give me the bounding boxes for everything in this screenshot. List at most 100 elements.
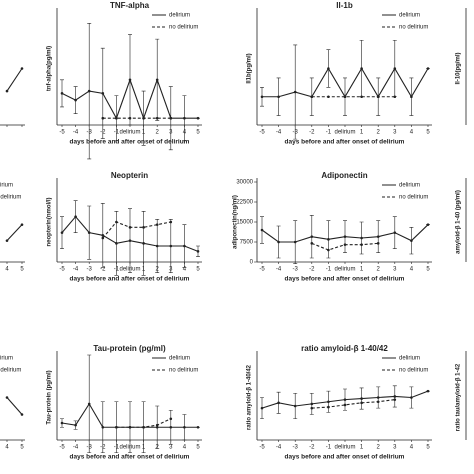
x-tick-label: 5 <box>20 445 24 451</box>
point <box>327 67 330 70</box>
point <box>20 223 24 226</box>
x-tick-label: delirium <box>119 130 140 136</box>
x-tick-label: 4 <box>183 267 187 273</box>
legend-label: delirium <box>169 13 190 19</box>
x-tick-label: 2 <box>156 267 160 273</box>
point <box>142 425 145 429</box>
x-tick-label: 5 <box>20 267 24 273</box>
point <box>74 98 77 102</box>
point <box>426 67 430 70</box>
x-tick-label: 4 <box>5 267 9 273</box>
point <box>277 95 280 99</box>
point <box>293 90 297 94</box>
x-tick-label: 3 <box>393 130 397 136</box>
x-tick-label: 2 <box>377 267 381 273</box>
point <box>87 402 91 406</box>
point <box>376 95 380 99</box>
x-tick-label: 3 <box>393 445 397 451</box>
point <box>360 397 363 400</box>
point <box>360 243 363 246</box>
legend-label: delirium <box>169 356 190 362</box>
point <box>360 95 363 99</box>
x-tick-label: 1 <box>142 445 146 451</box>
x-tick-label: -4 <box>276 130 282 136</box>
x-tick-label: -5 <box>59 130 65 136</box>
point <box>155 244 159 248</box>
y-axis-label: ratio tau/amyloid-β 1-42 <box>456 363 462 431</box>
point <box>360 236 363 240</box>
x-tick-label: -2 <box>100 130 106 136</box>
point <box>426 389 430 393</box>
x-tick-label: 2 <box>377 445 381 451</box>
y-tick-label: 22500 <box>236 200 253 206</box>
point <box>343 95 347 99</box>
chart-title: Adiponectin <box>321 171 367 180</box>
point <box>128 78 132 82</box>
x-tick-label: 4 <box>410 267 414 273</box>
point <box>393 395 397 398</box>
x-tick-label: 2 <box>377 130 381 136</box>
x-tick-label: -5 <box>259 130 265 136</box>
y-axis-label: Il1b(pg/ml) <box>247 53 253 83</box>
point <box>101 236 105 240</box>
x-tick-label: delirium <box>334 445 355 451</box>
point <box>115 242 118 245</box>
point <box>327 95 330 99</box>
x-tick-label: 5 <box>196 267 200 273</box>
point <box>101 92 105 95</box>
y-tick-label: 30000 <box>236 180 253 186</box>
point <box>343 235 347 238</box>
y-axis-label: neopterin(nmol/l) <box>47 198 53 247</box>
legend-label: delirium <box>399 13 420 19</box>
x-axis-label: days before and after onset of delirium <box>70 139 190 146</box>
point <box>142 116 145 120</box>
x-axis-label: days before and after onset of delirium <box>70 276 190 283</box>
y-axis-label: ratio amyloid-β 1-40/42 <box>247 364 253 430</box>
x-axis-label: days before and after onset of delirium <box>285 276 405 283</box>
x-tick-label: -5 <box>259 267 265 273</box>
point <box>115 116 118 120</box>
y-axis-label: adiponectin(ng/ml) <box>233 195 239 249</box>
point <box>343 403 347 407</box>
legend-label: delirium <box>0 356 13 362</box>
x-tick-label: 5 <box>196 130 200 136</box>
point <box>293 240 297 244</box>
legend-label: no delirium <box>399 195 428 201</box>
point <box>169 244 173 248</box>
y-tick-label: 7500 <box>240 240 254 246</box>
point <box>426 223 430 226</box>
x-tick-label: delirium <box>334 267 355 273</box>
legend-label: no delirium <box>0 368 21 374</box>
point <box>183 244 186 248</box>
x-axis-label: days before and after onset of delirium <box>70 454 190 461</box>
point <box>155 116 159 120</box>
x-tick-label: -2 <box>100 445 106 451</box>
point <box>60 231 64 234</box>
series-line <box>6 224 23 242</box>
x-tick-label: 1 <box>142 267 146 273</box>
point <box>393 231 397 234</box>
chart-title: ratio amyloid-β 1-40/42 <box>301 344 388 353</box>
point <box>74 215 77 218</box>
point <box>376 396 380 399</box>
legend-label: no delirium <box>169 25 198 31</box>
x-tick-label: 4 <box>410 130 414 136</box>
chart-title: TNF-alpha <box>110 1 150 10</box>
point <box>310 402 314 406</box>
chart-title: Neopterin <box>111 171 148 180</box>
point <box>327 248 330 252</box>
point <box>20 67 24 70</box>
x-tick-label: 4 <box>410 445 414 451</box>
point <box>128 425 132 429</box>
point <box>360 67 363 70</box>
point <box>260 228 264 232</box>
x-tick-label: 4 <box>5 445 9 451</box>
point <box>142 226 145 229</box>
x-tick-label: -5 <box>59 445 65 451</box>
x-tick-label: -1 <box>326 130 332 136</box>
point <box>196 116 200 120</box>
x-tick-label: 1 <box>142 130 146 136</box>
x-tick-label: 5 <box>426 445 430 451</box>
point <box>260 406 264 410</box>
